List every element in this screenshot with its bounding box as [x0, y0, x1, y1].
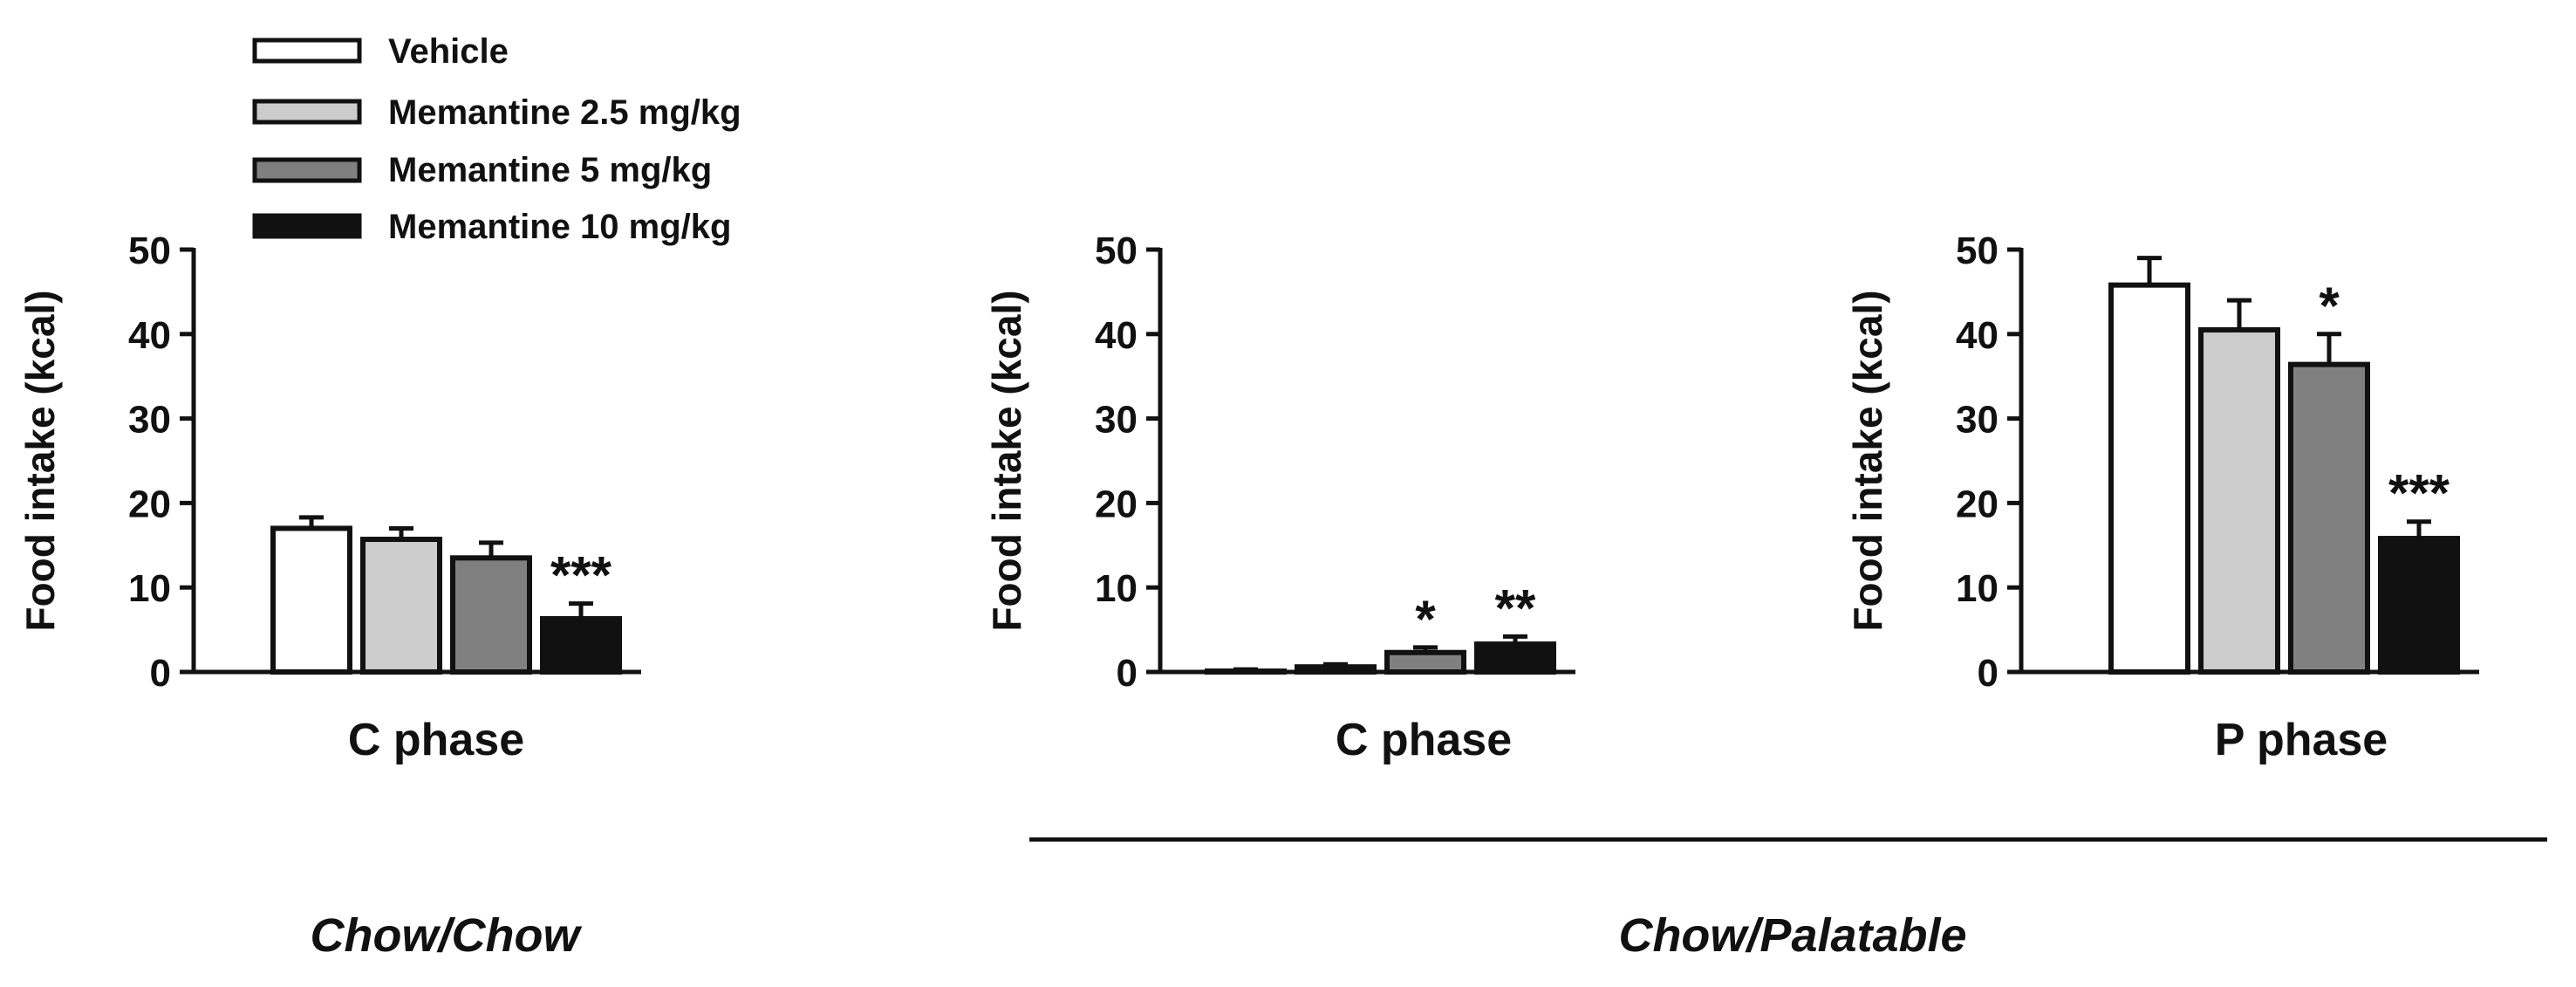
y-tick-label: 20	[1095, 483, 1138, 525]
group-label-chow-chow: Chow/Chow	[311, 909, 583, 962]
y-tick-label: 0	[1978, 652, 1999, 695]
bar-3	[1384, 649, 1466, 675]
y-tick-label: 0	[150, 652, 171, 695]
legend-label-vehicle: Vehicle	[388, 32, 509, 71]
bar-4	[2378, 536, 2460, 675]
y-tick-label: 40	[128, 314, 171, 357]
y-tick-label: 10	[1956, 567, 1999, 610]
bar-1	[1205, 668, 1287, 675]
significance-marker: ***	[550, 546, 612, 605]
bar-1	[270, 525, 352, 675]
y-tick-label: 30	[128, 399, 171, 442]
y-tick-label: 50	[1095, 230, 1138, 272]
legend-swatch-memantine-2-5	[252, 99, 362, 125]
legend-label-memantine-2-5: Memantine 2.5 mg/kg	[388, 93, 741, 132]
bar-2	[2198, 326, 2280, 675]
significance-marker: *	[2319, 277, 2340, 335]
bar-3	[450, 555, 532, 675]
y-tick-label: 0	[1117, 652, 1138, 695]
x-category-label: C phase	[1336, 715, 1512, 765]
y-tick-label: 30	[1095, 399, 1138, 442]
x-category-label: P phase	[2215, 715, 2388, 765]
y-tick-label: 50	[128, 230, 171, 272]
x-category-label: C phase	[348, 715, 524, 765]
y-axis-title: Food intake (kcal)	[1845, 290, 1890, 631]
bar-4	[540, 616, 622, 675]
y-tick-label: 10	[1095, 567, 1138, 610]
y-tick-label: 40	[1956, 314, 1999, 357]
bar-4	[1474, 641, 1556, 675]
panel-chow-chow-c-phase: 0 10 20 30 40 50 Food intake (kcal) *** C phase	[17, 230, 641, 765]
legend-swatch-memantine-10	[252, 213, 362, 239]
legend-swatch-vehicle	[252, 38, 362, 64]
y-axis-title: Food intake (kcal)	[984, 290, 1029, 631]
legend-label-memantine-5: Memantine 5 mg/kg	[388, 151, 712, 189]
significance-marker: **	[1495, 579, 1536, 637]
bar-2	[360, 537, 442, 675]
significance-marker: *	[1415, 590, 1436, 648]
legend-swatch-memantine-5	[252, 157, 362, 183]
group-label-chow-palatable: Chow/Palatable	[1618, 909, 1966, 962]
bar-2	[1295, 664, 1377, 675]
legend-label-memantine-10: Memantine 10 mg/kg	[388, 208, 731, 246]
y-tick-label: 50	[1956, 230, 1999, 272]
y-tick-label: 20	[1956, 483, 1999, 525]
legend: Vehicle Memantine 2.5 mg/kg Memantine 5 …	[252, 32, 741, 246]
significance-marker: ***	[2388, 464, 2450, 523]
y-tick-label: 40	[1095, 314, 1138, 357]
y-axis-title: Food intake (kcal)	[17, 290, 63, 631]
y-tick-label: 30	[1956, 399, 1999, 442]
y-tick-label: 10	[128, 567, 171, 610]
bar-3	[2288, 361, 2370, 675]
y-tick-label: 20	[128, 483, 171, 525]
bar-1	[2108, 282, 2190, 675]
